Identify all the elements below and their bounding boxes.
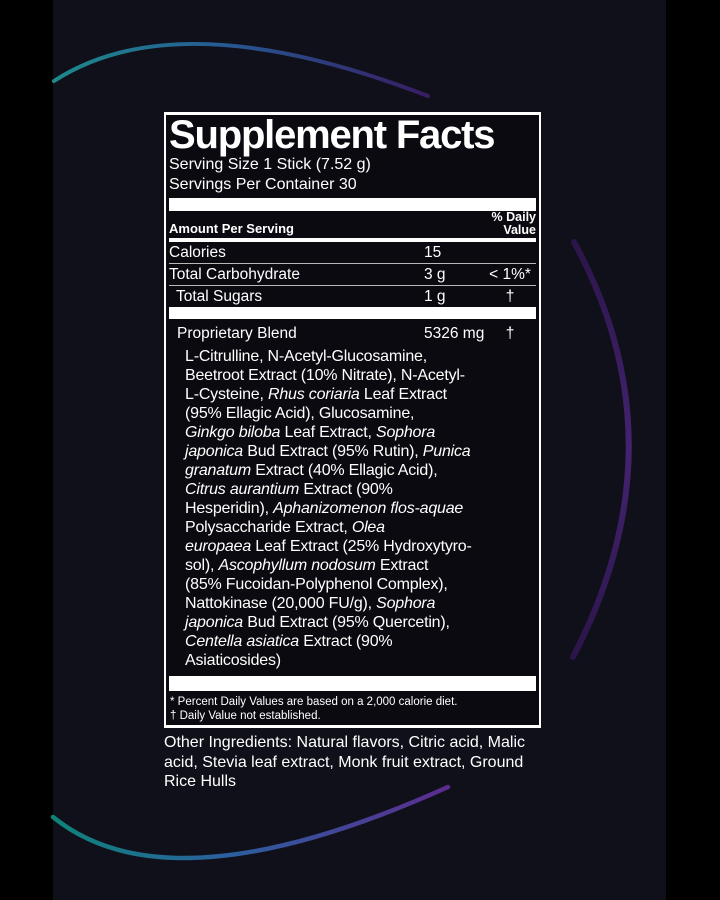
- ingredient-line: granatum Extract (40% Ellagic Acid),: [185, 461, 536, 480]
- nutrient-name: Total Carbohydrate: [169, 266, 300, 283]
- ingredient-text: Hesperidin),: [185, 500, 274, 517]
- ingredient-text: Leaf Extract: [359, 386, 447, 403]
- ingredient-text: L-Citrulline, N-Acetyl-Glucosamine,: [185, 348, 427, 365]
- ingredient-line: sol), Ascophyllum nodosum Extract: [185, 556, 536, 575]
- ingredient-line: Ginkgo biloba Leaf Extract, Sophora: [185, 423, 536, 442]
- ingredient-botanical-name: Ascophyllum nodosum: [218, 557, 376, 574]
- nutrient-row-carbohydrate: Total Carbohydrate 3 g < 1%*: [169, 264, 536, 286]
- column-header-row: Amount Per Serving % Daily Value: [169, 211, 536, 238]
- ingredient-text: sol),: [185, 557, 219, 574]
- ingredient-line: (95% Ellagic Acid), Glucosamine,: [185, 404, 536, 423]
- ingredient-line: L-Citrulline, N-Acetyl-Glucosamine,: [185, 347, 536, 366]
- other-ingredients: Other Ingredients: Natural flavors, Citr…: [164, 733, 564, 792]
- daily-value-header-line2: Value: [503, 222, 536, 237]
- ingredient-text: Extract (40% Ellagic Acid),: [251, 462, 438, 479]
- blend-name: Proprietary Blend: [177, 325, 297, 342]
- nutrient-amount: 1 g: [424, 288, 446, 305]
- blend-amount: 5326 mg: [424, 325, 485, 342]
- footnote-daily-values: * Percent Daily Values are based on a 2,…: [170, 696, 458, 708]
- footnote-dv-not-established: † Daily Value not established.: [170, 710, 321, 722]
- thick-divider: [169, 676, 536, 691]
- amount-per-serving-header: Amount Per Serving: [169, 221, 294, 236]
- supplement-facts-panel: Supplement Facts Serving Size 1 Stick (7…: [164, 112, 541, 728]
- thick-divider: [169, 198, 536, 211]
- ingredient-botanical-name: japonica: [185, 614, 244, 631]
- serving-size: Serving Size 1 Stick (7.52 g): [169, 156, 371, 173]
- ingredient-botanical-name: Rhus coriaria: [267, 386, 360, 403]
- ingredient-line: japonica Bud Extract (95% Rutin), Punica: [185, 442, 536, 461]
- nutrient-amount: 3 g: [424, 266, 446, 283]
- ingredient-line: Polysaccharide Extract, Olea: [185, 518, 536, 537]
- ingredient-botanical-name: europaea: [185, 538, 252, 555]
- ingredient-botanical-name: Sophora: [375, 424, 436, 441]
- ingredient-text: Leaf Extract,: [280, 424, 376, 441]
- ingredient-line: L-Cysteine, Rhus coriaria Leaf Extract: [185, 385, 536, 404]
- other-ingredients-line: Other Ingredients: Natural flavors, Citr…: [164, 734, 526, 751]
- ingredient-line: Asiaticosides): [185, 651, 536, 670]
- ingredient-line: Citrus aurantium Extract (90%: [185, 480, 536, 499]
- ingredient-botanical-name: Sophora: [376, 595, 436, 612]
- ingredient-text: Nattokinase (20,000 FU/g),: [185, 595, 377, 612]
- ingredient-botanical-name: Olea: [351, 519, 385, 536]
- daily-value-header: % Daily Value: [492, 211, 536, 236]
- other-ingredients-line: Rice Hulls: [164, 773, 237, 790]
- ingredient-text: Polysaccharide Extract,: [185, 519, 352, 536]
- ingredient-botanical-name: granatum: [185, 462, 251, 479]
- medium-divider: [169, 238, 536, 242]
- ingredient-line: Centella asiatica Extract (90%: [185, 632, 536, 651]
- nutrient-row-sugars: Total Sugars 1 g †: [169, 286, 536, 307]
- daily-value-header-line1: % Daily: [491, 210, 536, 224]
- nutrient-dv: †: [505, 288, 515, 305]
- ingredient-text: Extract (90%: [299, 481, 393, 498]
- ingredient-botanical-name: Citrus aurantium: [185, 481, 300, 498]
- panel-title: Supplement Facts: [169, 113, 496, 157]
- ingredient-text: Bud Extract (95% Quercetin),: [243, 614, 450, 631]
- ingredient-text: L-Cysteine,: [185, 386, 268, 403]
- blend-dv: †: [505, 325, 515, 342]
- ingredient-text: Leaf Extract (25% Hydroxytyro-: [251, 538, 472, 555]
- ingredient-text: Bud Extract (95% Rutin),: [243, 443, 423, 460]
- other-ingredients-line: acid, Stevia leaf extract, Monk fruit ex…: [164, 753, 524, 771]
- ingredient-line: (85% Fucoidan-Polyphenol Complex),: [185, 575, 536, 594]
- servings-per-container: Servings Per Container 30: [169, 176, 357, 193]
- ingredient-botanical-name: japonica: [185, 443, 244, 460]
- nutrient-name: Calories: [169, 244, 226, 261]
- ingredient-botanical-name: Ginkgo biloba: [185, 424, 281, 441]
- ingredient-text: (95% Ellagic Acid), Glucosamine,: [185, 405, 415, 422]
- ingredient-botanical-name: Punica: [422, 443, 471, 460]
- footnotes: * Percent Daily Values are based on a 2,…: [170, 695, 536, 723]
- ingredient-text: (85% Fucoidan-Polyphenol Complex),: [185, 576, 448, 593]
- thick-divider: [169, 307, 536, 319]
- nutrient-dv: < 1%*: [489, 266, 531, 283]
- ingredient-line: Hesperidin), Aphanizomenon flos-aquae: [185, 499, 536, 518]
- ingredient-line: Beetroot Extract (10% Nitrate), N-Acetyl…: [185, 366, 536, 385]
- proprietary-blend-row: Proprietary Blend 5326 mg †: [169, 323, 536, 344]
- ingredient-botanical-name: Centella asiatica: [185, 633, 299, 650]
- ingredient-text: Beetroot Extract (10% Nitrate), N-Acetyl…: [185, 367, 465, 384]
- ingredient-line: japonica Bud Extract (95% Quercetin),: [185, 613, 536, 632]
- ingredient-text: Extract (90%: [299, 633, 393, 650]
- blend-ingredients: L-Citrulline, N-Acetyl-Glucosamine, Beetr…: [185, 347, 536, 670]
- ingredient-line: europaea Leaf Extract (25% Hydroxytyro-: [185, 537, 536, 556]
- ingredient-text: Asiaticosides): [185, 652, 281, 669]
- ingredient-line: Nattokinase (20,000 FU/g), Sophora: [185, 594, 536, 613]
- ingredient-botanical-name: Aphanizomenon flos-aquae: [273, 500, 464, 517]
- nutrient-row-calories: Calories 15: [169, 242, 536, 264]
- nutrient-name: Total Sugars: [176, 288, 263, 305]
- nutrient-amount: 15: [424, 244, 442, 261]
- ingredient-text: Extract: [375, 557, 429, 574]
